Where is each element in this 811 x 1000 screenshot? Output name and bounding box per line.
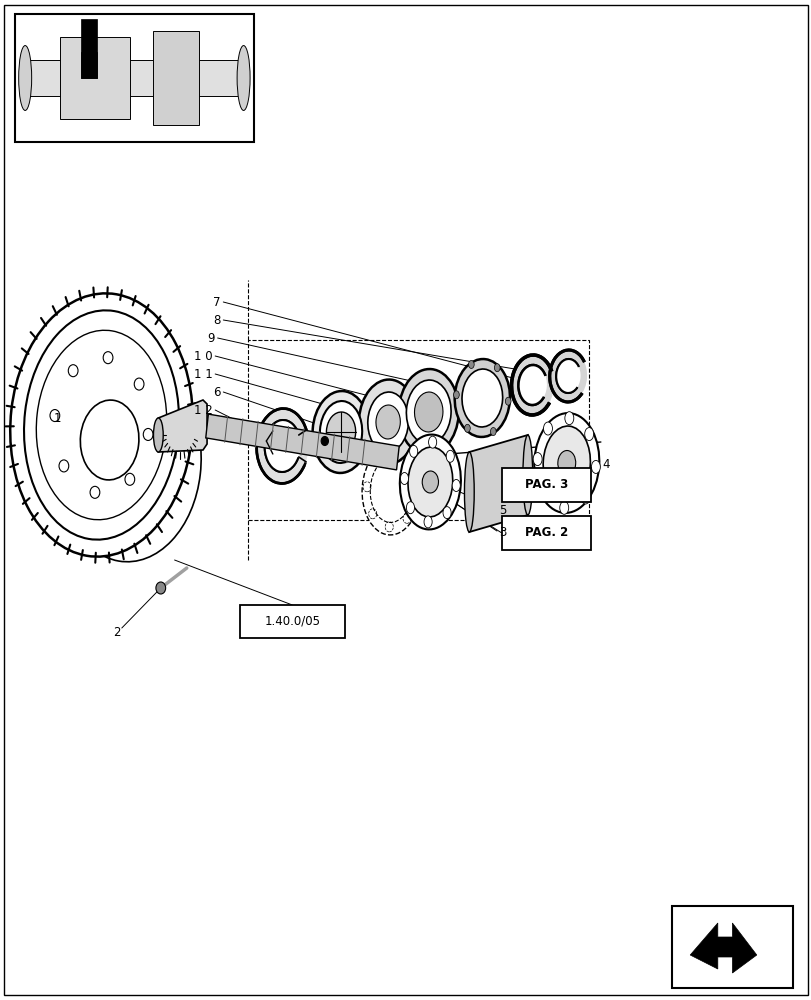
Ellipse shape xyxy=(557,451,575,475)
Text: 2: 2 xyxy=(113,626,120,639)
Ellipse shape xyxy=(407,447,453,517)
Ellipse shape xyxy=(534,413,599,513)
Text: 1 1: 1 1 xyxy=(194,367,212,380)
Ellipse shape xyxy=(362,445,420,535)
Ellipse shape xyxy=(90,486,100,498)
Ellipse shape xyxy=(50,410,60,422)
Bar xyxy=(152,31,199,125)
Ellipse shape xyxy=(464,424,470,432)
Ellipse shape xyxy=(414,392,443,432)
Ellipse shape xyxy=(464,452,474,532)
Ellipse shape xyxy=(156,582,165,594)
Bar xyxy=(27,60,242,96)
Ellipse shape xyxy=(590,460,599,473)
Ellipse shape xyxy=(511,355,553,415)
Bar xyxy=(501,468,590,502)
Ellipse shape xyxy=(443,507,451,519)
Ellipse shape xyxy=(504,397,510,405)
Bar xyxy=(81,52,97,78)
Ellipse shape xyxy=(452,479,460,491)
Ellipse shape xyxy=(143,428,152,440)
Text: PAG. 2: PAG. 2 xyxy=(524,526,568,540)
Bar xyxy=(672,906,792,988)
Polygon shape xyxy=(205,414,399,470)
Polygon shape xyxy=(469,435,527,532)
Ellipse shape xyxy=(409,445,417,457)
Ellipse shape xyxy=(19,46,32,110)
Text: PAG. 3: PAG. 3 xyxy=(524,479,568,491)
Text: 1 0: 1 0 xyxy=(194,350,212,362)
Ellipse shape xyxy=(36,330,166,520)
Ellipse shape xyxy=(543,422,551,435)
Ellipse shape xyxy=(543,426,590,500)
Text: 7: 7 xyxy=(213,296,221,308)
Ellipse shape xyxy=(453,391,459,399)
Ellipse shape xyxy=(375,405,400,439)
Bar xyxy=(501,516,590,550)
Ellipse shape xyxy=(406,380,451,444)
Ellipse shape xyxy=(398,369,458,455)
Ellipse shape xyxy=(564,412,573,425)
Ellipse shape xyxy=(539,485,548,498)
Ellipse shape xyxy=(556,359,580,393)
Ellipse shape xyxy=(103,352,113,364)
Text: 6: 6 xyxy=(213,385,221,398)
Ellipse shape xyxy=(517,365,547,405)
Ellipse shape xyxy=(326,412,355,452)
Ellipse shape xyxy=(422,471,438,493)
Ellipse shape xyxy=(461,369,502,427)
Text: 3: 3 xyxy=(499,526,506,538)
Ellipse shape xyxy=(125,473,135,485)
Ellipse shape xyxy=(584,428,593,441)
Ellipse shape xyxy=(24,310,178,540)
Ellipse shape xyxy=(428,436,436,448)
Bar xyxy=(60,37,130,119)
Ellipse shape xyxy=(367,392,408,452)
Text: 1 2: 1 2 xyxy=(194,403,212,416)
Bar xyxy=(15,14,254,142)
Ellipse shape xyxy=(134,378,144,390)
Text: 1.40.0/05: 1.40.0/05 xyxy=(264,615,320,628)
Ellipse shape xyxy=(559,501,568,514)
Text: 1: 1 xyxy=(54,412,61,424)
Ellipse shape xyxy=(58,362,201,562)
Ellipse shape xyxy=(399,435,461,529)
Bar xyxy=(81,19,97,78)
Ellipse shape xyxy=(454,359,509,437)
Ellipse shape xyxy=(490,428,496,436)
Text: 9: 9 xyxy=(208,332,215,344)
Polygon shape xyxy=(689,923,756,973)
Ellipse shape xyxy=(446,450,454,462)
Ellipse shape xyxy=(423,516,431,528)
Polygon shape xyxy=(158,400,207,452)
Ellipse shape xyxy=(549,350,586,402)
Ellipse shape xyxy=(312,391,369,473)
Ellipse shape xyxy=(320,436,328,446)
Ellipse shape xyxy=(256,409,308,483)
Ellipse shape xyxy=(59,460,69,472)
Text: 5: 5 xyxy=(499,504,506,516)
Ellipse shape xyxy=(68,365,78,377)
Ellipse shape xyxy=(264,420,300,472)
Ellipse shape xyxy=(581,491,590,504)
Text: 4: 4 xyxy=(602,458,609,472)
Text: 8: 8 xyxy=(213,314,221,326)
Ellipse shape xyxy=(153,418,163,452)
Ellipse shape xyxy=(400,473,408,485)
Ellipse shape xyxy=(358,380,417,464)
Ellipse shape xyxy=(320,401,362,463)
Ellipse shape xyxy=(494,364,500,372)
Ellipse shape xyxy=(80,400,139,480)
Ellipse shape xyxy=(237,46,250,110)
Ellipse shape xyxy=(406,502,414,514)
Ellipse shape xyxy=(522,435,532,515)
Ellipse shape xyxy=(11,293,192,557)
Bar xyxy=(247,340,588,520)
Bar xyxy=(239,605,345,638)
Ellipse shape xyxy=(468,360,474,368)
Ellipse shape xyxy=(533,453,542,466)
